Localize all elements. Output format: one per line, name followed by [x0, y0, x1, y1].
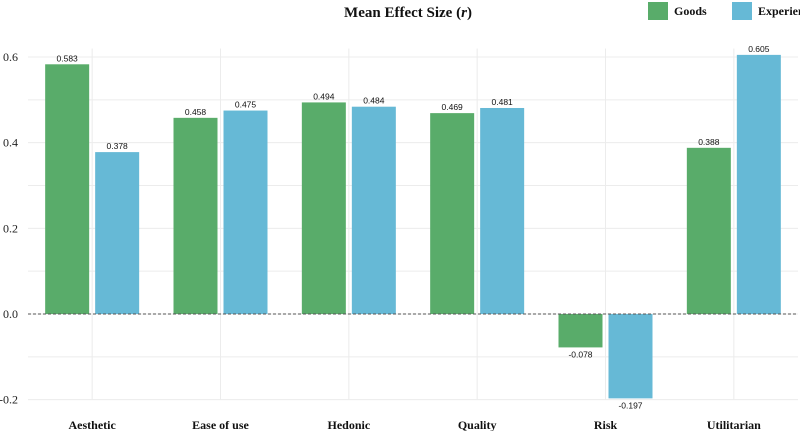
- bars: [45, 54, 781, 399]
- data-label: 0.481: [492, 97, 514, 107]
- bar-experience-hedonic: [351, 106, 396, 315]
- x-tick-label: Quality: [458, 418, 497, 431]
- bar-experience-ease-of-use: [223, 110, 268, 315]
- data-label: 0.378: [107, 141, 129, 151]
- data-label: 0.494: [313, 91, 335, 101]
- x-tick-label: Aesthetic: [69, 418, 117, 431]
- data-label: -0.078: [568, 349, 592, 359]
- x-tick-label: Ease of use: [192, 418, 249, 431]
- y-tick-label: 0.2: [3, 221, 18, 235]
- x-axis-ticks: Aesthetic Ease of use Hedonic Quality Risk Ut…: [69, 418, 762, 431]
- x-tick-label: Utilitarian: [707, 418, 761, 431]
- data-label: 0.605: [748, 44, 770, 54]
- y-tick-label: 0.0: [3, 307, 18, 321]
- y-tick-label: -0.2: [0, 393, 18, 407]
- legend-label-goods: Goods: [674, 4, 707, 18]
- bar-experience-risk: [608, 314, 653, 399]
- data-label: 0.484: [363, 96, 385, 106]
- x-tick-label: Risk: [594, 418, 618, 431]
- data-label: 0.583: [57, 53, 79, 63]
- bar-goods-utilitarian: [686, 147, 731, 314]
- bar-experience-aesthetic: [95, 152, 140, 314]
- bar-goods-risk: [558, 314, 603, 348]
- chart-title: Mean Effect Size (r): [344, 5, 472, 21]
- legend-swatch-experience: [732, 2, 752, 20]
- data-label: 0.475: [235, 100, 257, 110]
- data-labels: 0.583 0.458 0.494 0.469 -0.078 0.388 0.378 0.47…: [57, 44, 770, 410]
- bar-experience-quality: [480, 107, 525, 314]
- y-tick-label: 0.6: [3, 50, 18, 64]
- data-label: 0.469: [442, 102, 464, 112]
- bar-goods-ease-of-use: [173, 117, 218, 315]
- data-label: 0.458: [185, 107, 207, 117]
- y-tick-label: 0.4: [3, 136, 18, 150]
- y-axis-ticks: -0.2 0.0 0.2 0.4 0.6: [0, 50, 18, 407]
- legend-label-experience: Experience: [758, 4, 800, 18]
- bar-goods-quality: [430, 113, 475, 315]
- data-label: -0.197: [618, 400, 642, 410]
- bar-experience-utilitarian: [736, 54, 781, 314]
- legend: Goods Experience: [648, 2, 800, 20]
- bar-goods-hedonic: [301, 102, 346, 314]
- data-label: 0.388: [698, 137, 720, 147]
- grid-lines: [28, 48, 798, 401]
- legend-swatch-goods: [648, 2, 668, 20]
- bar-goods-aesthetic: [45, 64, 90, 314]
- x-tick-label: Hedonic: [327, 418, 370, 431]
